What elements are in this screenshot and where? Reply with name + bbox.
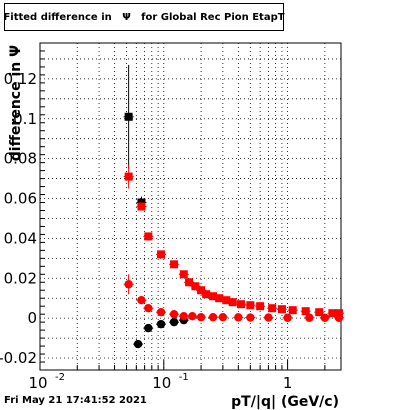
y-tick-label: 0.1: [13, 110, 37, 128]
data-point-circle: [246, 313, 255, 322]
data-point-square: [256, 302, 265, 311]
data-point-square: [185, 278, 194, 287]
data-point-circle: [156, 319, 166, 329]
data-point-square: [124, 172, 133, 181]
data-point-circle: [188, 311, 197, 321]
data-point-square: [277, 305, 286, 314]
data-point-square: [179, 270, 188, 279]
data-point-circle: [334, 313, 344, 322]
data-point-square: [137, 202, 146, 211]
chart-title-suffix: for Global Rec Pion EtapT: [141, 11, 285, 23]
x-tick-label-exponent: -1: [179, 372, 189, 383]
data-point-circle: [156, 307, 166, 317]
data-point-square: [144, 232, 153, 241]
x-tick-label: 10: [28, 374, 47, 392]
y-axis-label: difference in Ψ: [8, 45, 24, 161]
data-point-circle: [144, 303, 153, 313]
data-point-circle: [234, 313, 243, 322]
chart-title-symbol: Ψ: [122, 11, 131, 23]
data-point-square: [215, 294, 224, 303]
data-point-circle: [320, 313, 330, 322]
data-point-square: [157, 250, 166, 259]
data-point-circle: [124, 280, 133, 289]
footer-timestamp: Fri May 21 17:41:52 2021: [4, 395, 147, 406]
data-point-circle: [137, 296, 146, 305]
x-tick-label-exponent: -2: [55, 372, 65, 383]
plot-frame: [39, 42, 342, 371]
data-point-circle: [196, 312, 206, 322]
y-tick-label: 0.08: [4, 150, 37, 168]
data-point-square: [334, 309, 343, 318]
x-tick-label: 1: [283, 374, 293, 392]
data-point-circle: [133, 339, 143, 349]
data-point-square: [209, 292, 218, 301]
x-tick-label: 10: [152, 374, 171, 392]
data-point-circle: [179, 311, 188, 321]
data-point-square: [268, 304, 277, 313]
y-tick-label: 0.02: [4, 269, 37, 287]
data-point-circle: [283, 313, 292, 322]
data-point-square: [170, 260, 179, 269]
data-point-circle: [305, 313, 314, 322]
data-point-circle: [208, 312, 218, 322]
data-point-circle: [218, 312, 228, 322]
chart-title-prefix: Fitted difference in: [3, 11, 112, 23]
data-point-square: [228, 298, 237, 307]
data-point-square: [301, 307, 310, 316]
data-point-circle: [169, 309, 179, 319]
data-point-square: [288, 306, 297, 315]
data-point-square: [236, 300, 245, 309]
data-point-square: [222, 296, 231, 305]
y-tick-label: 0: [27, 309, 37, 327]
data-point-square: [191, 282, 200, 291]
y-tick-label: 0.12: [4, 70, 37, 88]
chart-title-box: Fitted difference in Ψ for Global Rec Pi…: [3, 3, 285, 31]
data-point-square: [246, 301, 255, 310]
x-axis-label: pT/|q| (GeV/c): [231, 394, 339, 410]
y-tick-label: 0.06: [4, 190, 37, 208]
data-point-circle: [144, 323, 153, 333]
data-point-square: [124, 112, 133, 121]
y-tick-label: 0.04: [4, 229, 37, 247]
data-point-square: [328, 309, 337, 318]
y-tick-label: -0.02: [0, 349, 37, 367]
data-point-square: [315, 308, 324, 317]
data-point-square: [202, 290, 211, 299]
data-point-circle: [264, 313, 273, 322]
data-point-circle: [169, 317, 179, 327]
data-point-square: [197, 286, 206, 295]
